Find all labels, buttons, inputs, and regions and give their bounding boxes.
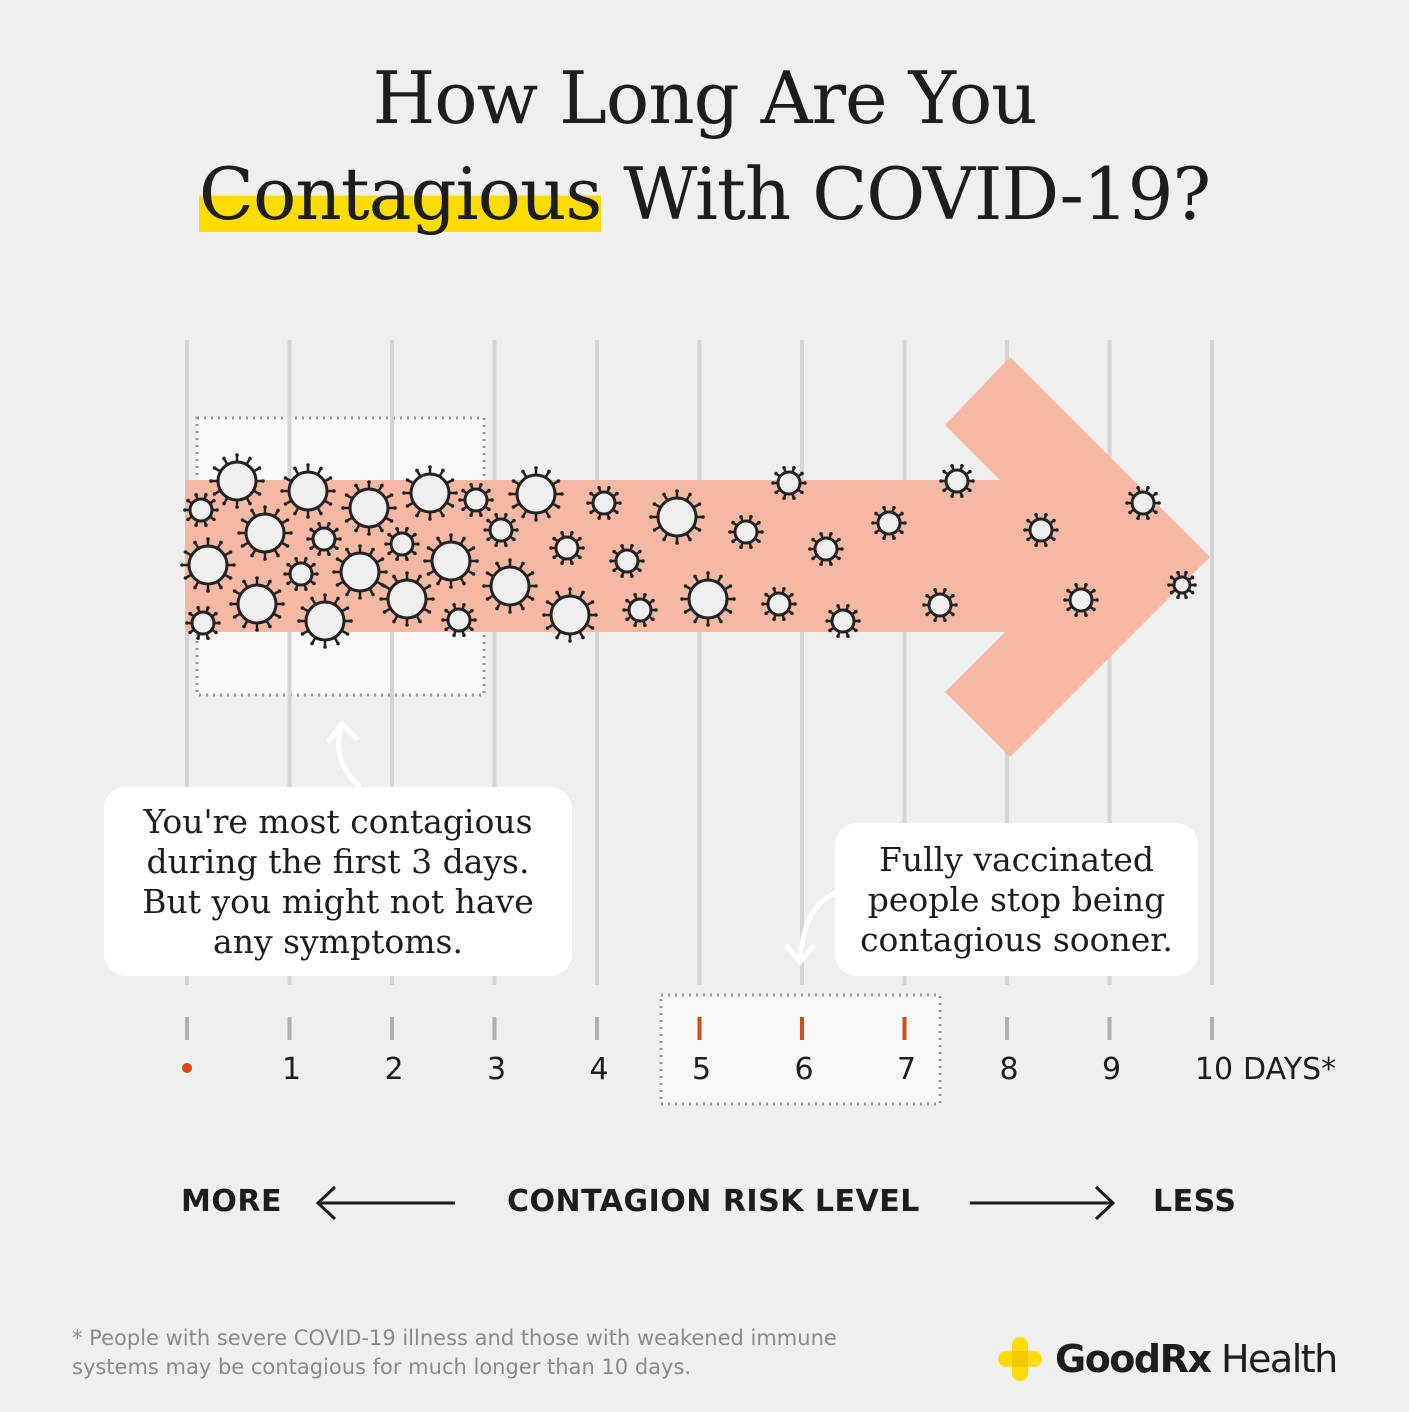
- footnote-line-2: systems may be contagious for much longe…: [72, 1355, 692, 1379]
- virus-icon: [280, 463, 336, 519]
- virus-icon: [341, 480, 397, 536]
- virus-icon: [1023, 512, 1059, 548]
- virus-icon: [771, 465, 807, 501]
- title-highlight: Contagious: [198, 152, 602, 236]
- risk-more-label: MORE: [181, 1184, 282, 1219]
- virus-icon: [922, 587, 958, 623]
- virus-icon: [508, 466, 564, 522]
- virus-icon: [808, 531, 844, 567]
- day-label-8: 8: [999, 1052, 1019, 1087]
- virus-icon: [237, 505, 293, 561]
- virus-icon: [680, 571, 736, 627]
- virus-icon: [1125, 485, 1161, 521]
- days-unit-label: DAYS*: [1243, 1052, 1337, 1087]
- callout-arrow-2-head: [784, 943, 816, 966]
- callout-arrow-1-head: [326, 720, 360, 744]
- most-contagious-text: You're most contagious during the first …: [142, 801, 534, 961]
- days-5-7-box: [659, 993, 942, 1106]
- title-rest: With COVID-19?: [601, 152, 1211, 236]
- virus-icon: [229, 576, 285, 632]
- title-line-1: How Long Are You: [372, 56, 1037, 140]
- virus-icon: [423, 533, 479, 589]
- virus-icon: [458, 482, 494, 518]
- virus-icon: [542, 587, 598, 643]
- virus-icon: [649, 489, 705, 545]
- virus-icon: [306, 521, 342, 557]
- virus-icon: [609, 543, 645, 579]
- callout-arrow-1: [336, 723, 362, 789]
- virus-icon: [622, 592, 658, 628]
- virus-icon: [283, 556, 319, 592]
- vaccinated-text: Fully vaccinated people stop being conta…: [860, 839, 1173, 959]
- virus-icon: [185, 605, 221, 641]
- arrow-right-icon: [970, 1185, 1116, 1221]
- virus-icon: [402, 465, 458, 521]
- day-label-4: 4: [589, 1052, 609, 1087]
- virus-icon: [180, 537, 236, 593]
- day-label-7: 7: [896, 1052, 917, 1087]
- virus-icon: [482, 558, 538, 614]
- logo-text: GoodRx Health: [1055, 1337, 1338, 1381]
- virus-icon: [586, 485, 622, 521]
- day-label-1: 1: [281, 1052, 302, 1087]
- day-label-10: 10: [1194, 1052, 1234, 1087]
- contagion-arrow: [185, 357, 1210, 757]
- plus-cross-icon: [998, 1337, 1042, 1381]
- risk-less-label: LESS: [1153, 1184, 1237, 1219]
- virus-icon: [939, 463, 975, 499]
- day-label-2: 2: [384, 1052, 404, 1087]
- virus-icon: [441, 602, 477, 638]
- day-zero-dot: [182, 1063, 192, 1073]
- most-contagious-callout: You're most contagious during the first …: [104, 787, 572, 976]
- title-line-2: Contagious With COVID-19?: [0, 148, 1409, 240]
- risk-level-label: CONTAGION RISK LEVEL: [507, 1184, 920, 1219]
- virus-icon: [1063, 582, 1099, 618]
- virus-icon: [825, 603, 861, 639]
- callout-arrow-2: [797, 890, 837, 961]
- virus-icon: [332, 544, 388, 600]
- virus-icon: [1167, 570, 1197, 600]
- goodrx-health-logo: GoodRx Health: [997, 1336, 1338, 1382]
- virus-icon: [384, 526, 420, 562]
- virus-icon: [209, 453, 265, 509]
- footnote: * People with severe COVID-19 illness an…: [72, 1324, 837, 1382]
- arrow-left-icon: [315, 1185, 455, 1221]
- day-label-6: 6: [794, 1052, 814, 1087]
- virus-icon: [297, 593, 353, 649]
- footnote-line-1: * People with severe COVID-19 illness an…: [72, 1326, 837, 1350]
- virus-icon: [183, 492, 219, 528]
- day-label-3: 3: [486, 1052, 507, 1087]
- virus-icon: [761, 586, 797, 622]
- virus-icon: [483, 512, 519, 548]
- virus-icon: [871, 505, 907, 541]
- day-label-9: 9: [1101, 1052, 1122, 1087]
- vaccinated-callout: Fully vaccinated people stop being conta…: [835, 823, 1198, 976]
- virus-icon: [728, 514, 764, 550]
- virus-icon: [549, 530, 585, 566]
- virus-icon: [379, 571, 435, 627]
- day-label-5: 5: [691, 1052, 712, 1087]
